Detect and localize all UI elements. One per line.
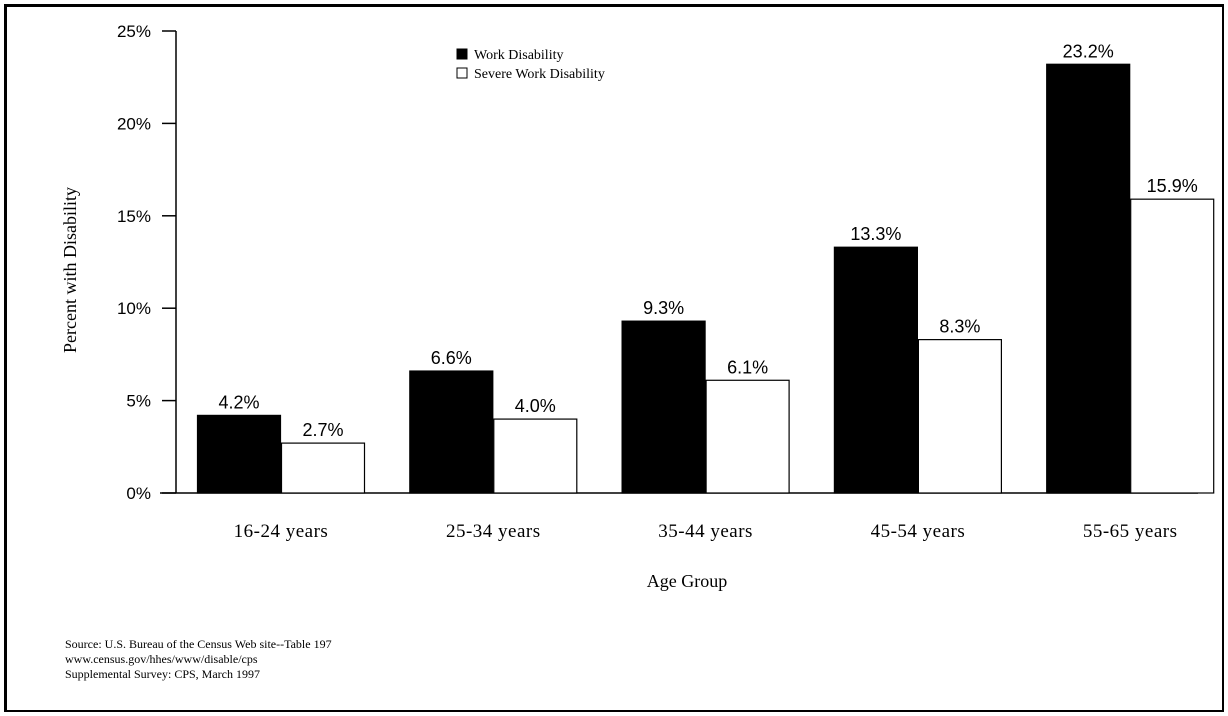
- y-tick-label: 15%: [117, 207, 151, 226]
- bar-severe-work-disability: [1130, 198, 1215, 494]
- data-label: 13.3%: [850, 224, 901, 244]
- y-tick-label: 0%: [126, 484, 151, 503]
- bar-severe-work-disability: [917, 339, 1003, 494]
- y-tick-label: 5%: [126, 392, 151, 411]
- bar-severe-work-disability: [493, 418, 578, 494]
- legend: Work Disability Severe Work Disability: [456, 48, 605, 82]
- bar-severe-work-disability: [280, 442, 366, 494]
- data-label: 15.9%: [1147, 176, 1198, 196]
- bar-work-disability: [833, 246, 919, 494]
- chart-frame: [4, 4, 1224, 712]
- data-label: 4.2%: [218, 392, 259, 412]
- y-axis-title: Percent with Disability: [60, 187, 80, 353]
- source-line-2: www.census.gov/hhes/www/disable/cps: [65, 652, 258, 666]
- x-category-label: 25-34 years: [446, 521, 541, 542]
- x-axis-title: Age Group: [647, 571, 727, 591]
- bar-work-disability: [409, 370, 494, 494]
- legend-swatch-severe-work-disability: [456, 67, 468, 79]
- data-label: 6.6%: [431, 348, 472, 368]
- x-category-label: 45-54 years: [871, 521, 966, 542]
- y-tick-label: 20%: [117, 114, 151, 133]
- x-axis-categories: 16-24 years 25-34 years 35-44 years 45-54 y…: [234, 521, 1178, 542]
- x-category-label: 55-65 years: [1083, 521, 1178, 542]
- bar-severe-work-disability: [705, 379, 790, 494]
- y-tick-label: 25%: [117, 22, 151, 41]
- bar-work-disability: [621, 320, 706, 494]
- y-tick-label: 10%: [117, 299, 151, 318]
- x-category-label: 16-24 years: [234, 521, 329, 542]
- source-line-3: Supplemental Survey: CPS, March 1997: [65, 667, 260, 681]
- data-label: 4.0%: [515, 396, 556, 416]
- legend-label-work-disability: Work Disability: [474, 48, 563, 63]
- legend-label-severe-work-disability: Severe Work Disability: [474, 67, 605, 82]
- data-label: 2.7%: [302, 420, 343, 440]
- legend-swatch-work-disability: [456, 48, 468, 60]
- data-label: 23.2%: [1063, 41, 1114, 61]
- bar-work-disability: [1046, 63, 1131, 494]
- source-note: Source: U.S. Bureau of the Census Web si…: [65, 637, 332, 681]
- source-line-1: Source: U.S. Bureau of the Census Web si…: [65, 637, 332, 651]
- bar-work-disability: [196, 414, 282, 494]
- x-category-label: 35-44 years: [658, 521, 753, 542]
- data-label: 8.3%: [939, 317, 980, 337]
- bars: 4.2% 2.7% 6.6% 4.0% 9.3% 6.1% 13.3% 8.3% 23.2% 15…: [196, 41, 1215, 494]
- data-label: 9.3%: [643, 298, 684, 318]
- data-label: 6.1%: [727, 357, 768, 377]
